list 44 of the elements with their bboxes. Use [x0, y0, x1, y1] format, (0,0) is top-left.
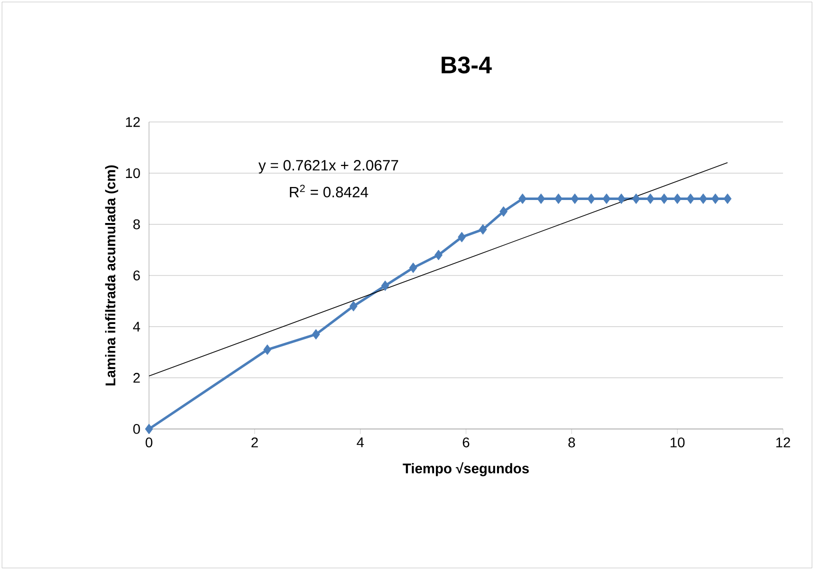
annotation: R$^{2}$ = 0.8424: [290, 184, 368, 198]
x-tick-label: 2: [252, 437, 258, 448]
point: [478, 224, 487, 235]
point: [617, 193, 626, 204]
point: [349, 300, 358, 312]
point: [500, 206, 508, 217]
point: [145, 424, 154, 434]
point: [699, 193, 708, 204]
point: [518, 193, 527, 204]
y-tick-label: 0: [133, 424, 140, 434]
x-tick-label: 8: [568, 437, 575, 448]
point: [724, 193, 732, 204]
point: [686, 193, 695, 204]
x-axis-title: Tiempo √segundos: [402, 462, 529, 476]
chart-title: B3-4: [442, 56, 492, 74]
x-tick-label: 4: [356, 438, 364, 448]
point: [409, 262, 418, 274]
point: [570, 193, 579, 204]
point: [554, 193, 562, 204]
y-tick-label: 10: [126, 168, 140, 178]
y-tick-label: 6: [133, 270, 140, 280]
point: [632, 193, 640, 204]
y-tick-label: 2: [133, 372, 140, 383]
point: [458, 232, 466, 242]
point: [537, 193, 546, 204]
point: [263, 344, 272, 355]
point: [381, 280, 390, 291]
x-tick-label: 12: [776, 437, 790, 448]
point: [602, 193, 611, 204]
point: [711, 193, 720, 204]
y-tick-label: 8: [133, 219, 140, 230]
point: [434, 250, 443, 260]
x-tick-label: 0: [146, 437, 152, 448]
point: [646, 193, 654, 204]
y-tick-label: 12: [126, 117, 140, 127]
annotation: y = 0.7621x + 2.0677: [258, 160, 398, 174]
x-tick-label: 6: [462, 437, 470, 448]
x-tick-label: 10: [670, 437, 685, 448]
point: [660, 193, 668, 204]
point: [673, 193, 682, 204]
y-tick-label: 4: [133, 322, 140, 332]
y-axis-title: Lamina infiltrada acumulada (cm): [105, 165, 118, 386]
point: [587, 193, 596, 204]
point: [312, 329, 320, 340]
